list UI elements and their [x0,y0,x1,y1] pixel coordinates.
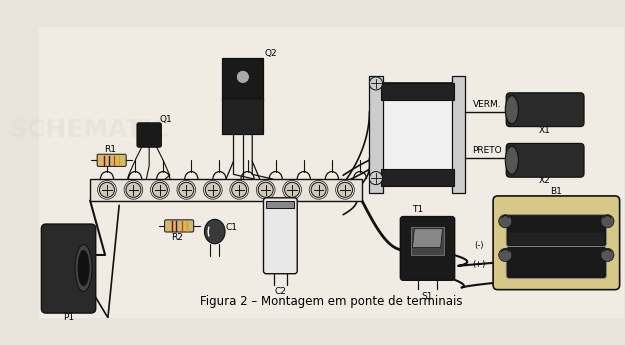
Text: X1: X1 [539,126,551,135]
Ellipse shape [78,250,89,286]
Text: VERM.: VERM. [472,100,501,109]
Ellipse shape [75,245,92,292]
Ellipse shape [204,219,225,244]
Text: C2: C2 [274,287,286,296]
FancyBboxPatch shape [164,220,194,232]
FancyBboxPatch shape [97,154,126,166]
Circle shape [152,183,168,197]
Circle shape [499,215,512,228]
Text: C1: C1 [226,223,238,232]
FancyBboxPatch shape [506,215,606,247]
Circle shape [601,248,614,262]
Circle shape [205,183,220,197]
Circle shape [99,183,114,197]
Bar [222,58,264,100]
FancyBboxPatch shape [41,224,96,313]
Bar [222,98,264,134]
Text: T1: T1 [412,206,422,215]
Circle shape [601,215,614,228]
FancyBboxPatch shape [493,196,619,290]
Text: S1: S1 [422,292,433,301]
Bar [452,76,465,193]
Text: PRETO: PRETO [472,146,502,156]
Circle shape [236,70,249,83]
FancyBboxPatch shape [506,93,584,127]
Text: Q1: Q1 [159,115,172,124]
Text: SCHEMATIC: SCHEMATIC [9,118,171,142]
Bar [411,227,444,255]
Circle shape [126,183,141,197]
Bar [369,76,382,193]
Text: X2: X2 [539,176,551,185]
Bar [90,179,362,200]
Text: (-): (-) [474,241,484,250]
Bar [381,169,454,186]
Text: R2: R2 [171,233,183,241]
Circle shape [179,183,194,197]
FancyBboxPatch shape [264,198,298,274]
Circle shape [284,183,299,197]
Bar [381,83,454,186]
FancyBboxPatch shape [401,217,454,280]
Circle shape [499,248,512,262]
Circle shape [311,183,326,197]
Text: P1: P1 [63,313,74,322]
Text: +: + [276,222,285,235]
Polygon shape [412,229,442,247]
Ellipse shape [505,96,518,124]
Bar [266,200,294,208]
Text: (+): (+) [472,260,486,269]
FancyBboxPatch shape [137,123,161,147]
FancyBboxPatch shape [506,144,584,177]
Text: R1: R1 [104,145,116,154]
Circle shape [338,183,352,197]
Text: B1: B1 [550,187,562,196]
Bar [381,83,454,100]
Circle shape [258,183,273,197]
Bar [509,234,604,245]
Circle shape [369,171,382,185]
Ellipse shape [505,146,518,174]
Circle shape [369,77,382,90]
FancyBboxPatch shape [506,247,606,278]
Circle shape [232,183,247,197]
Text: Q2: Q2 [264,49,278,58]
Text: Figura 2 – Montagem em ponte de terminais: Figura 2 – Montagem em ponte de terminai… [200,295,462,308]
